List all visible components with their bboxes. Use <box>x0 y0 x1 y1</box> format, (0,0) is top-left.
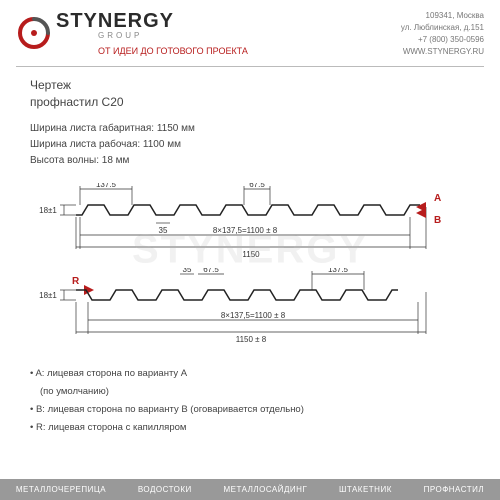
note-a: • A: лицевая сторона по варианту A <box>30 365 470 383</box>
spec-list: Ширина листа габаритная: 1150 мм Ширина … <box>30 121 470 169</box>
note-a-sub: (по умолчанию) <box>30 383 470 401</box>
dim-top-flat: 67.5 <box>249 183 265 189</box>
marker-r: R <box>72 276 80 287</box>
drawing-title: Чертеж профнастил С20 <box>30 77 470 111</box>
dim-w2: 8×137,5=1100 ± 8 <box>221 311 286 320</box>
page-header: STYNERGY GROUP ОТ ИДЕИ ДО ГОТОВОГО ПРОЕК… <box>0 0 500 64</box>
notes-block: • A: лицевая сторона по варианту A (по у… <box>30 365 470 437</box>
dim-o2: 1150 ± 8 <box>236 335 267 344</box>
drawing-label: Чертеж <box>30 78 71 92</box>
contact-url: WWW.STYNERGY.RU <box>401 46 484 58</box>
footer-item: ШТАКЕТНИК <box>339 485 392 494</box>
footer-nav: МЕТАЛЛОЧЕРЕПИЦА ВОДОСТОКИ МЕТАЛЛОСАЙДИНГ… <box>0 479 500 500</box>
spec-working-width: Ширина листа рабочая: 1100 мм <box>30 137 470 153</box>
dim-height: 18±1 <box>39 206 57 215</box>
footer-item: МЕТАЛЛОСАЙДИНГ <box>223 485 307 494</box>
drawing-product: профнастил С20 <box>30 95 124 109</box>
marker-a: A <box>434 193 441 204</box>
dim-pitch-r: 137.5 <box>328 268 349 274</box>
drawing-section: Чертеж профнастил С20 Ширина листа габар… <box>0 67 500 447</box>
dim-tf2: 67.5 <box>203 268 219 274</box>
profile-top-svg: 137.5 67.5 18±1 35 8×137,5=1100 ± 8 1150… <box>30 183 470 263</box>
brand-name: STYNERGY <box>56 10 248 33</box>
brand-logo: STYNERGY GROUP ОТ ИДЕИ ДО ГОТОВОГО ПРОЕК… <box>16 10 248 56</box>
contact-phone: +7 (800) 350-0596 <box>401 34 484 46</box>
spec-wave-height: Высота волны: 18 мм <box>30 153 470 169</box>
footer-item: МЕТАЛЛОЧЕРЕПИЦА <box>16 485 106 494</box>
note-b: • B: лицевая сторона по варианту B (огов… <box>30 401 470 419</box>
marker-b: B <box>434 215 441 226</box>
header-divider <box>16 66 484 67</box>
profile-bottom-svg: R 137.5 35 67.5 18±1 8×137,5=1100 ± 8 11… <box>30 268 470 348</box>
dim-working: 8×137,5=1100 ± 8 <box>213 226 278 235</box>
profile-bottom-path <box>76 290 398 300</box>
spec-overall-width: Ширина листа габаритная: 1150 мм <box>30 121 470 137</box>
dim-h2: 18±1 <box>39 291 57 300</box>
profile-top-path <box>76 205 420 215</box>
contact-address-2: ул. Люблинская, д.151 <box>401 22 484 34</box>
swirl-icon <box>16 15 52 51</box>
dim-bf2: 35 <box>183 268 192 274</box>
footer-item: ВОДОСТОКИ <box>138 485 192 494</box>
contact-block: 109341, Москва ул. Люблинская, д.151 +7 … <box>401 10 484 58</box>
brand-group-label: GROUP <box>98 31 248 40</box>
footer-item: ПРОФНАСТИЛ <box>424 485 485 494</box>
dim-bottom-flat: 35 <box>159 226 168 235</box>
brand-tagline: ОТ ИДЕИ ДО ГОТОВОГО ПРОЕКТА <box>98 46 248 56</box>
dim-overall: 1150 <box>242 250 260 259</box>
note-r: • R: лицевая сторона с капилляром <box>30 419 470 437</box>
contact-address-1: 109341, Москва <box>401 10 484 22</box>
dim-pitch: 137.5 <box>96 183 117 189</box>
